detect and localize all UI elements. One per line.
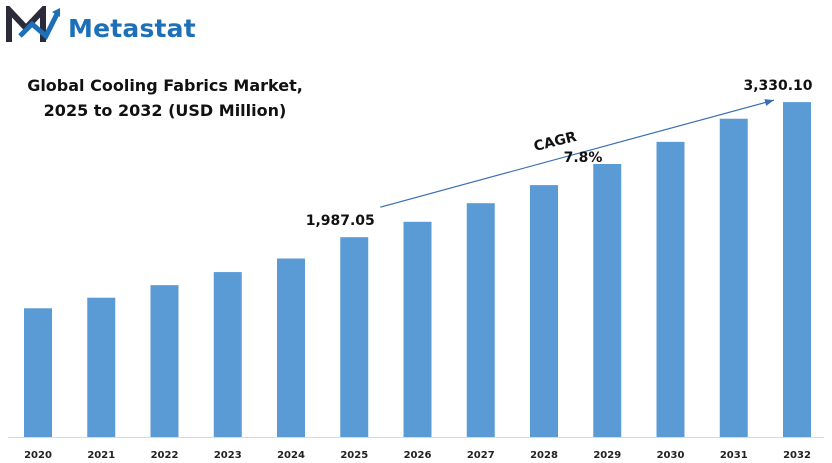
x-tick-2031: 2031 xyxy=(720,450,748,461)
x-tick-2032: 2032 xyxy=(783,450,811,461)
bar-2020 xyxy=(24,308,52,437)
bar-2023 xyxy=(213,272,242,437)
brand-logo: Metastat xyxy=(6,2,216,46)
data-label-2025: 1,987.05 xyxy=(306,213,375,229)
cagr-arrowhead xyxy=(764,99,774,106)
bar-2026 xyxy=(403,221,432,437)
x-tick-2030: 2030 xyxy=(657,450,685,461)
x-tick-2025: 2025 xyxy=(340,450,368,461)
bar-2029 xyxy=(593,163,622,437)
x-tick-2028: 2028 xyxy=(530,450,558,461)
brand-name: Metastat xyxy=(68,14,196,43)
bar-2032 xyxy=(783,102,811,437)
x-tick-2027: 2027 xyxy=(467,450,495,461)
x-axis-ticks: 2020 2021 2022 2023 2024 2025 2026 2027 2028 2029… xyxy=(24,450,811,461)
bar-series xyxy=(24,102,811,437)
bar-2028 xyxy=(530,185,558,437)
bar-2027 xyxy=(466,203,495,437)
cagr-value: 7.8% xyxy=(564,150,603,166)
data-labels: 1,987.05 3,330.10 xyxy=(306,78,813,229)
x-tick-2020: 2020 xyxy=(24,450,52,461)
x-tick-2021: 2021 xyxy=(87,450,115,461)
x-tick-2024: 2024 xyxy=(277,450,305,461)
bar-2031 xyxy=(719,118,748,437)
x-tick-2026: 2026 xyxy=(404,450,432,461)
chart-title: Global Cooling Fabrics Market, 2025 to 2… xyxy=(10,73,320,123)
cagr-arrow xyxy=(380,99,775,208)
x-tick-2022: 2022 xyxy=(151,450,179,461)
bar-2024 xyxy=(277,258,305,437)
data-label-2032: 3,330.10 xyxy=(743,78,812,94)
x-tick-2023: 2023 xyxy=(214,450,242,461)
metastat-m-logo-icon xyxy=(6,2,61,42)
x-tick-2029: 2029 xyxy=(593,450,621,461)
bar-2030 xyxy=(656,141,685,437)
chart-title-line-1: Global Cooling Fabrics Market, xyxy=(27,76,303,95)
bar-2022 xyxy=(150,285,179,437)
chart-title-line-2: 2025 to 2032 (USD Million) xyxy=(43,101,287,120)
bar-2025 xyxy=(340,237,369,437)
bar-2021 xyxy=(87,297,116,437)
